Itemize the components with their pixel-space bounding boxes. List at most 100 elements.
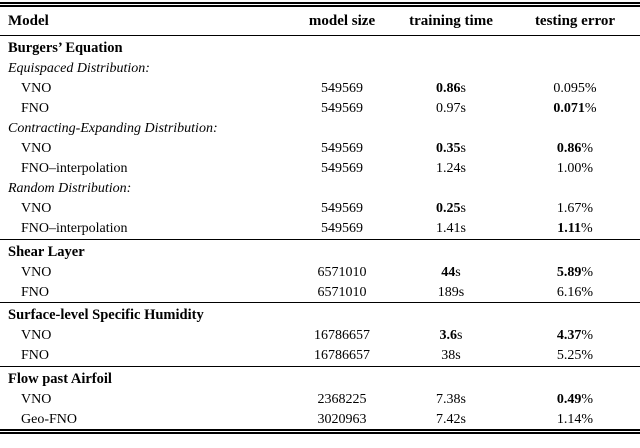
training-time-value: 0.86s [392, 79, 510, 99]
model-size-value: 549569 [321, 81, 363, 96]
subsection-title: Contracting-Expanding Distribution: [8, 121, 218, 136]
header-row: Model model size training time testing e… [0, 5, 640, 36]
time-unit: s [455, 348, 461, 363]
error-unit: % [581, 201, 594, 216]
testing-error-value: 0.095% [510, 79, 640, 99]
time-unit: s [460, 101, 466, 116]
training-time-value: 0.35s [392, 139, 510, 159]
model-size-value: 16786657 [314, 328, 370, 343]
section-burgers: Burgers’ Equation Equispaced Distributio… [0, 36, 640, 240]
training-time-value: 1.24s [392, 159, 510, 179]
time-unit: s [460, 411, 466, 427]
time-unit: s [460, 201, 466, 216]
model-size-value: 16786657 [314, 348, 370, 363]
section-title: Flow past Airfoil [8, 370, 112, 387]
error-unit: % [584, 81, 597, 96]
table-header: Model model size training time testing e… [0, 5, 640, 36]
section-title: Shear Layer [8, 243, 85, 260]
model-name: VNO [21, 81, 52, 96]
error-number: 1.14 [556, 411, 582, 427]
error-unit: % [581, 221, 593, 236]
table-row: VNO 549569 0.35s 0.86% [0, 139, 640, 159]
testing-error-value: 0.86% [510, 139, 640, 159]
model-size-value: 3020963 [317, 411, 367, 427]
table-row: FNO 6571010 189s 6.16% [0, 282, 640, 303]
error-number: 1.67 [556, 201, 582, 216]
testing-error-value: 4.37% [510, 326, 640, 346]
error-number: 1.11 [557, 221, 582, 236]
model-name: VNO [21, 328, 52, 343]
testing-error-value: 0.071% [510, 99, 640, 119]
table-row: VNO 549569 0.25s 1.67% [0, 199, 640, 219]
training-time-value: 189s [392, 282, 510, 303]
error-number: 4.37 [556, 328, 582, 343]
testing-error-value: 6.16% [510, 282, 640, 303]
section-title: Burgers’ Equation [8, 40, 123, 56]
training-time-value: 0.25s [392, 199, 510, 219]
subsection-title-row: Contracting-Expanding Distribution: [0, 119, 640, 139]
model-size-value: 549569 [321, 141, 363, 156]
model-size-value: 549569 [321, 201, 363, 216]
section-title: Surface-level Specific Humidity [8, 307, 204, 323]
table-row: FNO 549569 0.97s 0.071% [0, 99, 640, 119]
testing-error-value: 0.49% [510, 389, 640, 409]
error-unit: % [581, 328, 594, 343]
error-unit: % [581, 161, 594, 176]
testing-error-value: 1.00% [510, 159, 640, 179]
model-size-value: 549569 [321, 161, 363, 176]
table-row: VNO 2368225 7.38s 0.49% [0, 389, 640, 409]
table-row: FNO–interpolation 549569 1.41s 1.11% [0, 219, 640, 240]
error-unit: % [581, 391, 594, 407]
training-time-value: 0.97s [392, 99, 510, 119]
error-number: 1.00 [556, 161, 582, 176]
table-row: FNO–interpolation 549569 1.24s 1.00% [0, 159, 640, 179]
time-number: 1.24 [436, 161, 461, 176]
testing-error-value: 5.25% [510, 346, 640, 367]
model-name: FNO [21, 284, 50, 300]
time-number: 189 [437, 284, 459, 300]
time-unit: s [460, 81, 466, 96]
testing-error-value: 1.14% [510, 409, 640, 432]
paper-results-table: Model model size training time testing e… [0, 2, 640, 434]
time-number: 3.6 [439, 328, 458, 343]
time-number: 0.86 [436, 81, 461, 96]
training-time-value: 44s [392, 262, 510, 282]
model-size-value: 6571010 [317, 264, 367, 280]
model-name: FNO–interpolation [21, 221, 128, 236]
time-unit: s [455, 264, 461, 280]
table-row: FNO 16786657 38s 5.25% [0, 346, 640, 367]
model-size-value: 549569 [321, 221, 363, 236]
error-unit: % [581, 411, 594, 427]
error-unit: % [584, 101, 597, 116]
error-unit: % [581, 264, 594, 280]
time-number: 1.41 [436, 221, 461, 236]
model-name: FNO–interpolation [21, 161, 128, 176]
time-unit: s [460, 141, 466, 156]
model-name: VNO [21, 141, 52, 156]
training-time-value: 3.6s [392, 326, 510, 346]
time-number: 0.97 [436, 101, 461, 116]
table-row: VNO 16786657 3.6s 4.37% [0, 326, 640, 346]
section-title-row: Burgers’ Equation [0, 36, 640, 59]
subsection-title-row: Random Distribution: [0, 179, 640, 199]
section-title-row: Shear Layer [0, 239, 640, 262]
time-number: 7.38 [436, 391, 461, 407]
model-name: VNO [21, 201, 52, 216]
subsection-title-row: Equispaced Distribution: [0, 59, 640, 79]
section-airfoil: Flow past Airfoil VNO 2368225 7.38s 0.49… [0, 366, 640, 432]
time-number: 44 [441, 264, 456, 280]
section-shear-layer: Shear Layer VNO 6571010 44s 5.89% FNO 65… [0, 239, 640, 303]
error-number: 0.86 [556, 141, 582, 156]
error-number: 0.49 [556, 391, 582, 407]
time-number: 38 [441, 348, 456, 363]
model-size-value: 549569 [321, 101, 363, 116]
header-model: Model [8, 13, 49, 29]
testing-error-value: 5.89% [510, 262, 640, 282]
model-size-value: 6571010 [317, 284, 367, 300]
section-title-row: Flow past Airfoil [0, 366, 640, 389]
model-name: VNO [21, 391, 52, 407]
header-training-time: training time [409, 13, 493, 29]
testing-error-value: 1.11% [510, 219, 640, 240]
training-time-value: 1.41s [392, 219, 510, 240]
error-number: 0.095 [553, 81, 585, 96]
